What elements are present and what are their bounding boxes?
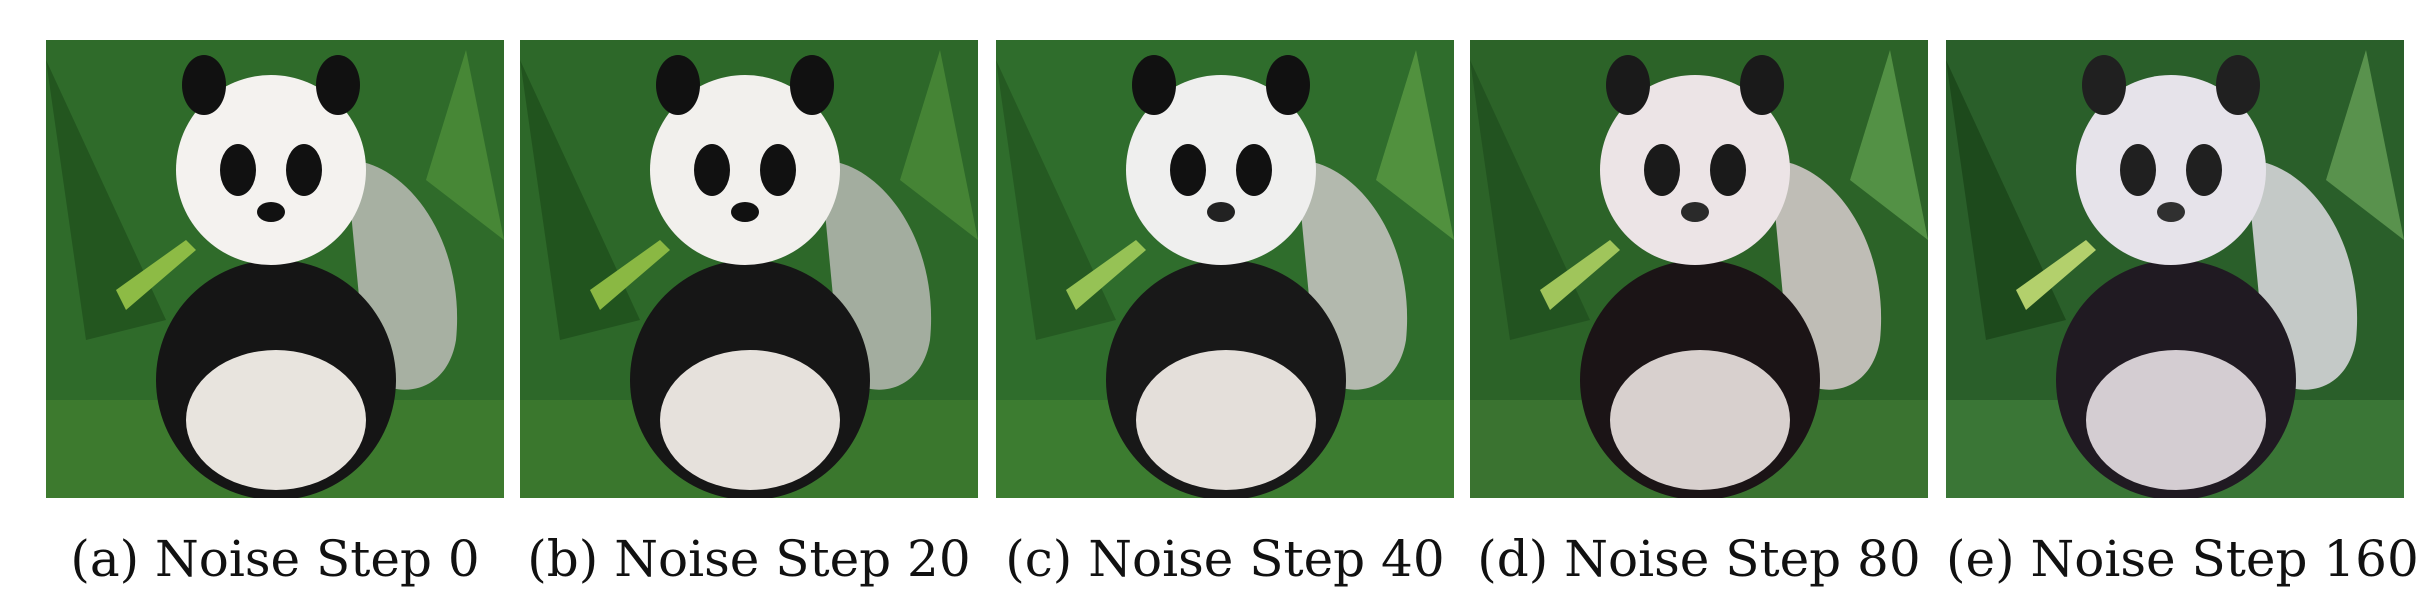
panda-picture-icon — [1946, 40, 2404, 498]
caption-a-label: (a) — [70, 530, 140, 588]
panda-picture-icon — [1470, 40, 1928, 498]
panda-image-step-0 — [46, 40, 504, 498]
caption-e-label: (e) — [1946, 530, 2015, 588]
panda-image-step-20 — [520, 40, 978, 498]
panda-picture-icon — [996, 40, 1454, 498]
caption-b: (b) Noise Step 20 — [520, 522, 978, 596]
caption-a: (a) Noise Step 0 — [46, 522, 504, 596]
caption-a-text: Noise Step 0 — [155, 530, 480, 588]
caption-d-label: (d) — [1477, 530, 1549, 588]
panda-image-step-80 — [1470, 40, 1928, 498]
caption-b-text: Noise Step 20 — [614, 530, 971, 588]
panda-image-step-40 — [996, 40, 1454, 498]
caption-c-text: Noise Step 40 — [1088, 530, 1445, 588]
caption-e: (e) Noise Step 160 — [1946, 522, 2419, 596]
caption-e-text: Noise Step 160 — [2030, 530, 2419, 588]
panda-picture-icon — [520, 40, 978, 498]
caption-d-text: Noise Step 80 — [1564, 530, 1921, 588]
caption-c: (c) Noise Step 40 — [996, 522, 1454, 596]
caption-c-label: (c) — [1005, 530, 1073, 588]
caption-d: (d) Noise Step 80 — [1470, 522, 1928, 596]
caption-b-label: (b) — [527, 530, 599, 588]
panda-image-step-160 — [1946, 40, 2404, 498]
panda-picture-icon — [46, 40, 504, 498]
